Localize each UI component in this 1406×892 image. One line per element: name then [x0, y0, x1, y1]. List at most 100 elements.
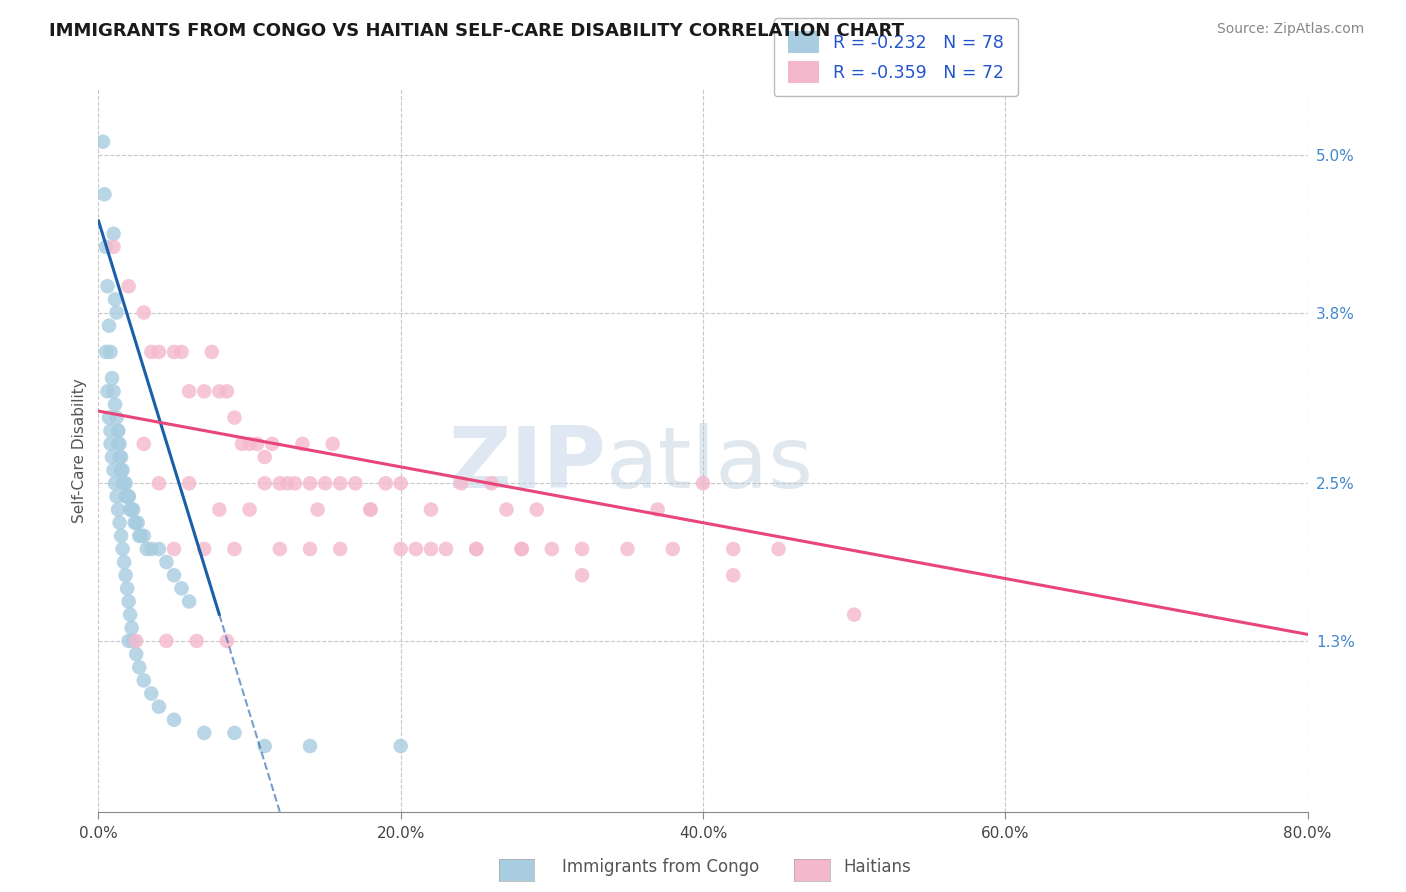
- Point: [389, 476, 412, 491]
- Point: [510, 541, 533, 556]
- Point: [360, 502, 382, 516]
- Point: [148, 345, 170, 359]
- Point: [94, 240, 117, 254]
- Point: [141, 686, 163, 700]
- Point: [127, 516, 149, 530]
- Point: [118, 594, 141, 608]
- Point: [215, 384, 238, 399]
- Point: [405, 541, 427, 556]
- Point: [389, 739, 412, 753]
- Point: [105, 490, 128, 504]
- Point: [100, 345, 122, 359]
- Point: [118, 634, 141, 648]
- Point: [108, 516, 131, 530]
- Point: [269, 476, 291, 491]
- Point: [329, 476, 352, 491]
- Point: [420, 502, 443, 516]
- Point: [148, 476, 170, 491]
- Point: [118, 279, 141, 293]
- Point: [91, 135, 114, 149]
- Point: [344, 476, 367, 491]
- Point: [231, 437, 253, 451]
- Point: [105, 410, 128, 425]
- Point: [125, 634, 148, 648]
- Point: [420, 541, 443, 556]
- Point: [284, 476, 307, 491]
- Point: [103, 463, 125, 477]
- Point: [186, 634, 208, 648]
- Point: [96, 384, 118, 399]
- Point: [103, 227, 125, 241]
- Point: [434, 541, 457, 556]
- Point: [148, 541, 170, 556]
- Point: [132, 305, 155, 319]
- Point: [322, 437, 344, 451]
- Point: [118, 490, 141, 504]
- Point: [692, 476, 714, 491]
- Point: [540, 541, 562, 556]
- Point: [112, 555, 135, 569]
- Text: atlas: atlas: [606, 424, 814, 507]
- Point: [465, 541, 488, 556]
- Point: [291, 437, 314, 451]
- Point: [155, 555, 177, 569]
- Point: [510, 541, 533, 556]
- Point: [124, 516, 146, 530]
- Point: [450, 476, 472, 491]
- Point: [571, 568, 593, 582]
- Point: [121, 621, 143, 635]
- Point: [276, 476, 298, 491]
- Point: [96, 279, 118, 293]
- Point: [224, 726, 246, 740]
- Point: [120, 607, 142, 622]
- Text: ZIP: ZIP: [449, 424, 606, 507]
- Point: [141, 345, 163, 359]
- Point: [495, 502, 517, 516]
- Point: [155, 634, 177, 648]
- Text: IMMIGRANTS FROM CONGO VS HAITIAN SELF-CARE DISABILITY CORRELATION CHART: IMMIGRANTS FROM CONGO VS HAITIAN SELF-CA…: [49, 22, 904, 40]
- Point: [179, 384, 201, 399]
- Point: [481, 476, 503, 491]
- Point: [100, 437, 122, 451]
- Point: [193, 726, 215, 740]
- Point: [253, 476, 276, 491]
- Point: [723, 541, 745, 556]
- Point: [224, 541, 246, 556]
- Point: [110, 529, 132, 543]
- Point: [299, 739, 322, 753]
- Point: [104, 397, 127, 411]
- Point: [163, 568, 186, 582]
- Point: [122, 502, 145, 516]
- Point: [201, 345, 224, 359]
- Point: [269, 541, 291, 556]
- Point: [262, 437, 284, 451]
- Legend: R = -0.232   N = 78, R = -0.359   N = 72: R = -0.232 N = 78, R = -0.359 N = 72: [773, 18, 1018, 96]
- Point: [329, 541, 352, 556]
- Point: [661, 541, 683, 556]
- Point: [110, 463, 132, 477]
- Point: [193, 384, 215, 399]
- Point: [112, 476, 135, 491]
- Point: [108, 437, 131, 451]
- Point: [307, 502, 329, 516]
- Point: [118, 490, 141, 504]
- Point: [120, 502, 142, 516]
- Point: [111, 476, 134, 491]
- Point: [215, 634, 238, 648]
- Point: [122, 634, 145, 648]
- Point: [844, 607, 866, 622]
- Text: Source: ZipAtlas.com: Source: ZipAtlas.com: [1216, 22, 1364, 37]
- Point: [170, 582, 193, 596]
- Point: [208, 384, 231, 399]
- Point: [571, 541, 593, 556]
- Point: [100, 424, 122, 438]
- Point: [132, 673, 155, 688]
- Point: [224, 410, 246, 425]
- Point: [163, 345, 186, 359]
- Point: [103, 384, 125, 399]
- Point: [253, 739, 276, 753]
- Point: [170, 345, 193, 359]
- Point: [105, 305, 128, 319]
- Point: [239, 502, 262, 516]
- Point: [179, 594, 201, 608]
